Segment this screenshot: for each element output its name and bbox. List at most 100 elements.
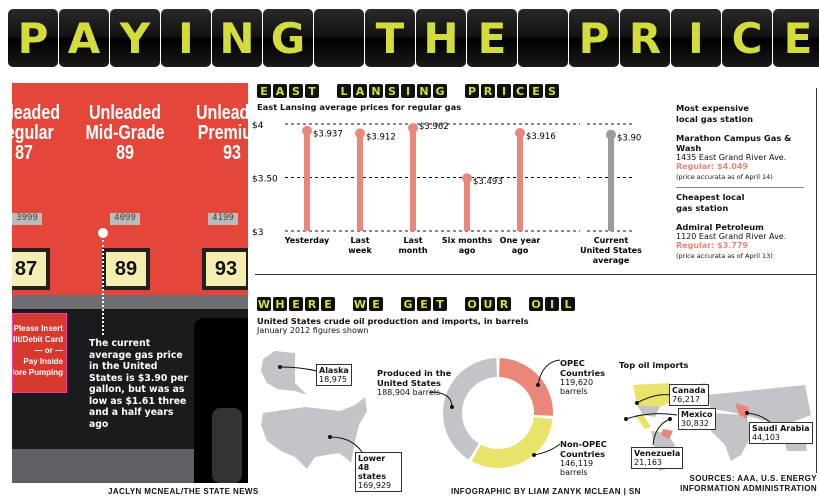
alaska-shape: [261, 351, 307, 395]
letter-tile: N: [212, 9, 262, 67]
section-divider: [255, 274, 817, 275]
letter-tile: N: [417, 84, 431, 98]
imports-title: Top oil imports: [619, 360, 689, 370]
letter-tile: E: [257, 84, 271, 98]
letter-tile: U: [481, 297, 495, 311]
saudi-shape: [735, 403, 749, 419]
callout-line: [102, 240, 104, 335]
callout-line: [537, 359, 560, 386]
data-label: $3.937: [313, 130, 343, 140]
gas-pump-photo: Unleaded Regular 87 Unleaded Mid-Grade 8…: [12, 83, 248, 483]
produced-label: Produced in the United States 188,904 bar…: [377, 368, 452, 397]
letter-tile: [385, 297, 399, 311]
letter-tile: W: [257, 297, 271, 311]
letter-tile: L: [337, 84, 351, 98]
bar-dot: [606, 129, 616, 140]
letter-tile: I: [497, 84, 511, 98]
donut-slice: [471, 417, 553, 468]
expensive-note: (price accurata as of April 14): [676, 173, 773, 181]
letter-tile: T: [433, 297, 447, 311]
pump-label-midgrade: Unleaded Mid-Grade 89: [85, 102, 165, 164]
category-label: One year: [500, 236, 541, 245]
expensive-address: 1435 East Grand River Ave.: [676, 153, 787, 162]
cheapest-name: Admiral Petroleum: [676, 222, 764, 232]
letter-tile: E: [467, 9, 517, 67]
data-label: $3.493: [473, 177, 503, 187]
nonopec-label: Non-OPEC Countries 146,119 barrels: [560, 439, 607, 477]
letter-tile: O: [465, 297, 479, 311]
category-label: ago: [512, 246, 529, 255]
bar-dot: [515, 127, 525, 138]
cheapest-note: (price accurata as of April 13): [676, 252, 773, 260]
price-display: 3999: [12, 213, 42, 225]
cheapest-heading: Cheapest local gas station: [676, 192, 745, 213]
cheapest-address: 1120 East Grand River Ave.: [676, 232, 787, 241]
letter-tile: E: [773, 9, 819, 67]
category-label: ago: [459, 246, 476, 255]
donut-slice: [499, 358, 553, 416]
import-canada: Canada 76,217: [669, 384, 709, 406]
cheapest-price: Regular: $3.779: [676, 241, 748, 250]
letter-tile: [513, 297, 527, 311]
letter-tile: S: [385, 84, 399, 98]
letter-tile: T: [365, 9, 415, 67]
price-chart: $3$3.50$4$3.937Yesterday$3.912Lastweek$3…: [252, 121, 642, 265]
venezuela-shape: [661, 429, 673, 439]
oil-subtitle: United States crude oil production and i…: [257, 316, 529, 326]
bar-dot: [355, 128, 365, 139]
letter-tile: G: [433, 84, 447, 98]
letter-tile: R: [305, 297, 319, 311]
divider: [676, 187, 804, 188]
data-label: $3.912: [366, 132, 396, 142]
grade-button-89: 89: [102, 248, 150, 290]
expensive-price: Regular: $4.049: [676, 162, 748, 171]
import-mexico: Mexico 30,832: [678, 408, 716, 430]
data-label: $3.916: [526, 132, 556, 142]
import-saudi-arabia: Saudi Arabia 44,103: [749, 422, 813, 444]
station-info: Most expensive local gas station Maratho…: [676, 103, 816, 260]
letter-tile: [449, 84, 463, 98]
letter-tile: I: [671, 9, 721, 67]
donut-slice: [443, 358, 497, 460]
world-map: [624, 383, 811, 471]
category-label: United States: [580, 246, 642, 255]
category-label: week: [348, 246, 372, 255]
letter-tile: [321, 84, 335, 98]
letter-tile: R: [481, 84, 495, 98]
letter-tile: S: [289, 84, 303, 98]
letter-tile: S: [545, 84, 559, 98]
callout-line: [430, 391, 453, 408]
photo-caption: The current average gas price in the Uni…: [89, 338, 189, 430]
letter-tile: C: [513, 84, 527, 98]
pump-label-regular: Unleaded Regular 87: [12, 102, 61, 164]
pump-label-premium: Unleaded Premium 93: [195, 102, 248, 164]
bar-dot: [462, 173, 472, 184]
oil-subtitle2: January 2012 figures shown: [257, 326, 369, 335]
letter-tile: E: [529, 84, 543, 98]
infographic-credit: INFOGRAPHIC BY LIAM ZANYK MCLEAN | SN: [451, 487, 641, 496]
y-tick-label: $3: [252, 228, 263, 238]
bar-dot: [302, 125, 312, 136]
letter-tile: E: [369, 297, 383, 311]
letter-tile: I: [401, 84, 415, 98]
letter-tile: E: [321, 297, 335, 311]
grade-button-87: 87: [12, 248, 50, 290]
price-display: 4099: [110, 213, 140, 225]
letter-tile: P: [569, 9, 619, 67]
letter-tile: P: [8, 9, 58, 67]
alaska-label: Alaska 18,975: [316, 364, 352, 386]
photo-credit: JACLYN MCNEAL/THE STATE NEWS: [108, 487, 259, 496]
letter-tile: I: [161, 9, 211, 67]
letter-tile: [449, 297, 463, 311]
letter-tile: [314, 9, 364, 67]
category-label: Last: [403, 236, 422, 245]
expensive-name: Marathon Campus Gas & Wash: [676, 133, 792, 153]
lower48-label: Lower 48 states 169,929: [355, 452, 402, 492]
letter-tile: C: [722, 9, 772, 67]
grade-button-93: 93: [202, 248, 248, 290]
letter-tile: O: [529, 297, 543, 311]
letter-tile: I: [545, 297, 559, 311]
y-tick-label: $3.50: [252, 175, 278, 185]
